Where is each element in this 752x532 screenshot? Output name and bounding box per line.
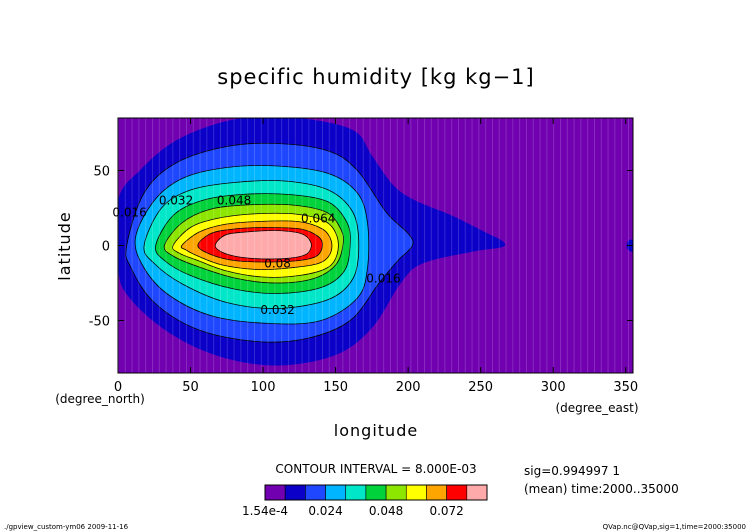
contour-label: 0.064 bbox=[301, 212, 335, 226]
contour-labels: 0.016 0.032 0.048 0.064 0.08 0.032 0.016 bbox=[112, 194, 400, 318]
colorbar-tick-label: 0.072 bbox=[429, 504, 463, 518]
x-tick-label: 100 bbox=[251, 380, 276, 395]
colorbar-swatch bbox=[426, 484, 447, 501]
footer-left: ./gpview_custom-ym06 2009-11-16 bbox=[4, 523, 129, 531]
colorbar-swatch bbox=[305, 484, 326, 501]
y-axis-unit: (degree_north) bbox=[55, 392, 145, 406]
x-axis-ticks: 0 50 100 150 200 250 300 350 bbox=[114, 118, 638, 395]
sig-info: sig=0.994997 1 bbox=[524, 464, 620, 478]
x-axis-label: longitude bbox=[334, 421, 418, 440]
x-axis-unit: (degree_east) bbox=[555, 401, 638, 415]
contour-label: 0.08 bbox=[264, 257, 291, 271]
chart-title: specific humidity [kg kg−1] bbox=[217, 65, 534, 89]
contour-label: 0.048 bbox=[217, 194, 251, 208]
time-info: (mean) time:2000..35000 bbox=[524, 482, 679, 496]
x-tick-label: 350 bbox=[613, 380, 638, 395]
colorbar-swatch bbox=[264, 484, 286, 501]
x-tick-label: 200 bbox=[396, 380, 421, 395]
colorbar-tick-label: 1.54e-4 bbox=[242, 504, 288, 518]
contour-label: 0.016 bbox=[366, 272, 400, 286]
colorbar-swatch bbox=[365, 484, 387, 501]
grid-lines bbox=[118, 118, 633, 373]
plot-area: 0.016 0.032 0.048 0.064 0.08 0.032 0.016 bbox=[112, 117, 634, 374]
y-tick-label: -50 bbox=[89, 315, 110, 330]
contour-label: 0.032 bbox=[260, 303, 294, 317]
contour-label: 0.016 bbox=[112, 206, 146, 220]
colorbar-frame bbox=[264, 484, 488, 501]
y-axis-label: latitude bbox=[55, 211, 74, 280]
colorbar-swatch bbox=[345, 484, 367, 501]
x-tick-label: 250 bbox=[468, 380, 493, 395]
y-tick-label: 50 bbox=[93, 165, 110, 180]
x-tick-label: 150 bbox=[323, 380, 348, 395]
colorbar-swatch bbox=[385, 484, 407, 501]
colorbar-swatch bbox=[325, 484, 347, 501]
contour-interval-text: CONTOUR INTERVAL = 8.000E-03 bbox=[275, 462, 476, 476]
x-tick-label: 50 bbox=[182, 380, 199, 395]
colorbar: 1.54e-4 0.024 0.048 0.072 bbox=[242, 484, 488, 518]
colorbar-swatch bbox=[446, 484, 468, 501]
y-tick-label: 0 bbox=[102, 240, 110, 255]
x-tick-label: 300 bbox=[541, 380, 566, 395]
colorbar-swatch bbox=[405, 484, 427, 501]
contour-label: 0.032 bbox=[159, 194, 193, 208]
footer-right: QVap.nc@QVap,sig=1,time=2000:35000 bbox=[603, 523, 746, 531]
y-axis-ticks: -50 0 50 bbox=[89, 165, 633, 330]
colorbar-swatch bbox=[284, 484, 306, 501]
colorbar-tick-label: 0.048 bbox=[369, 504, 403, 518]
colorbar-swatch bbox=[466, 484, 488, 501]
x-tick-label: 0 bbox=[114, 380, 122, 395]
colorbar-tick-label: 0.024 bbox=[308, 504, 342, 518]
